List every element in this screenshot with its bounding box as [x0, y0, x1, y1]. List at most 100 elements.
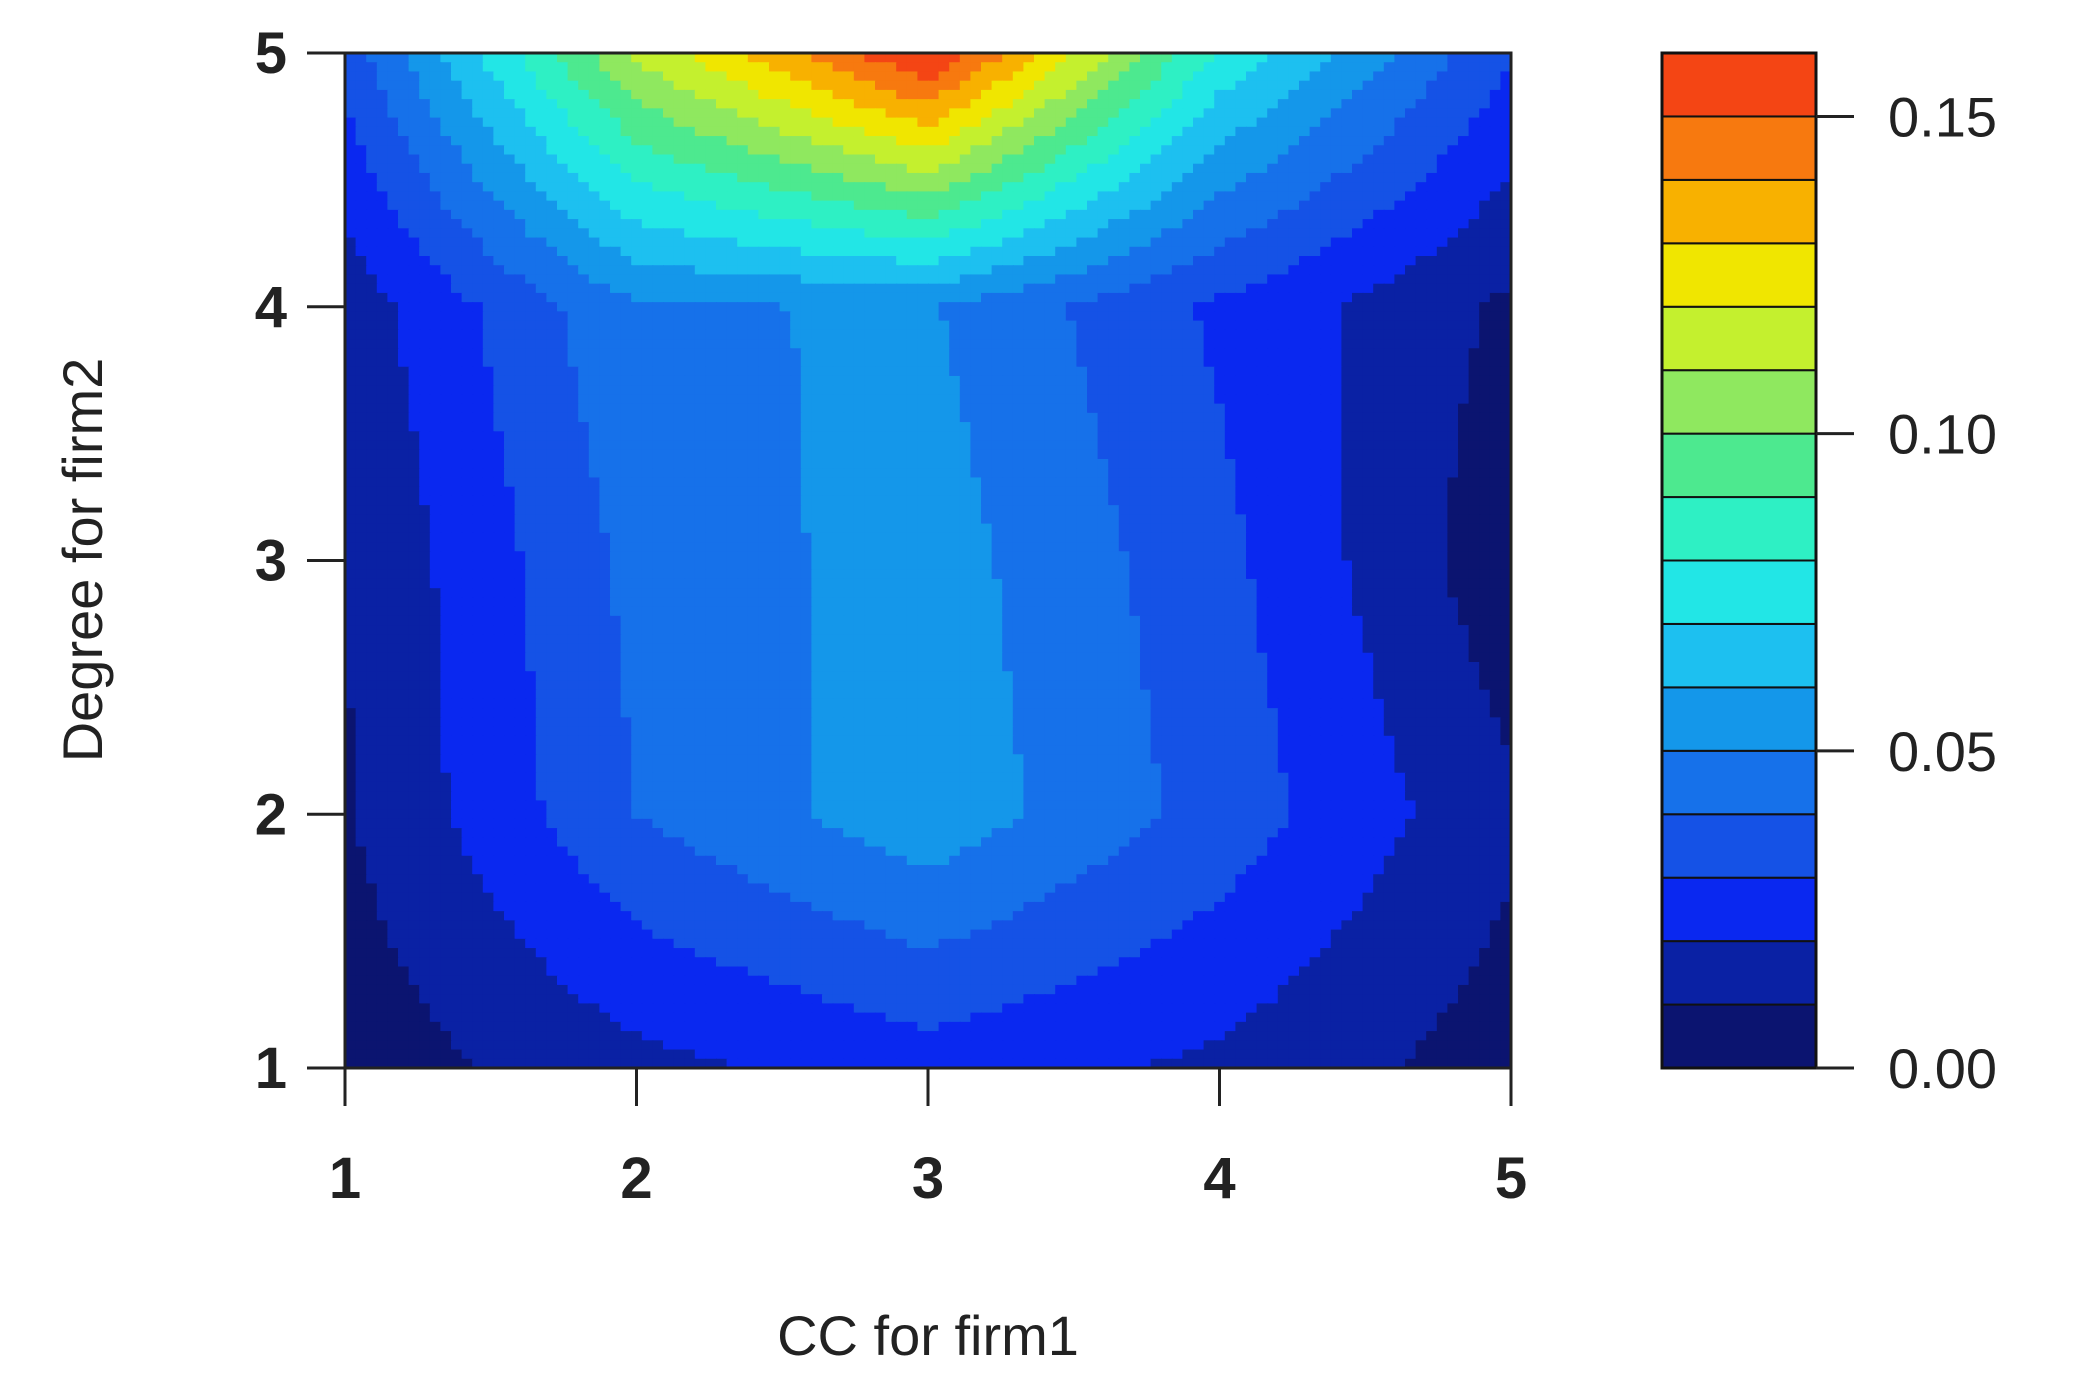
- contour-cell: [1203, 320, 1216, 331]
- contour-cell: [1330, 99, 1343, 110]
- contour-cell: [493, 200, 505, 211]
- contour-cell: [482, 375, 495, 387]
- contour-cell: [1118, 385, 1131, 396]
- contour-cell: [1023, 80, 1035, 91]
- contour-cell: [408, 99, 421, 110]
- contour-cell: [1330, 209, 1343, 220]
- contour-cell: [1458, 71, 1470, 82]
- contour-cell: [1309, 117, 1322, 128]
- contour-cell: [1002, 108, 1014, 119]
- contour-cell: [376, 357, 389, 368]
- contour-cell: [514, 375, 527, 387]
- contour-cell: [1436, 256, 1449, 267]
- contour-cell: [864, 440, 876, 451]
- contour-cell: [832, 459, 845, 470]
- contour-cell: [599, 329, 611, 340]
- contour-cell: [1256, 126, 1269, 137]
- contour-cell: [493, 274, 505, 285]
- contour-cell: [1256, 375, 1269, 387]
- contour-cell: [991, 154, 1004, 165]
- contour-cell: [408, 394, 421, 405]
- contour-cell: [557, 449, 569, 460]
- contour-cell: [684, 311, 696, 322]
- contour-cell: [1224, 412, 1237, 423]
- contour-cell: [578, 246, 590, 257]
- contour-cell: [875, 394, 887, 405]
- contour-cell: [429, 62, 442, 73]
- contour-cell: [599, 274, 611, 285]
- contour-cell: [991, 163, 1004, 174]
- contour-cell: [408, 191, 421, 202]
- contour-cell: [938, 348, 951, 359]
- contour-cell: [1097, 108, 1110, 119]
- contour-cell: [1267, 265, 1279, 276]
- contour-cell: [1235, 265, 1247, 276]
- contour-cell: [779, 62, 792, 73]
- contour-cell: [387, 136, 399, 147]
- contour-cell: [673, 320, 686, 331]
- contour-cell: [663, 99, 675, 110]
- contour-cell: [1203, 256, 1216, 267]
- contour-cell: [1246, 422, 1258, 433]
- contour-cell: [1012, 99, 1025, 110]
- contour-cell: [1108, 163, 1120, 174]
- contour-cell: [387, 339, 399, 350]
- contour-cell: [769, 329, 781, 340]
- contour-cell: [716, 292, 728, 304]
- contour-cell: [959, 246, 972, 257]
- contour-cell: [429, 265, 442, 276]
- contour-cell: [1330, 440, 1343, 451]
- contour-cell: [716, 145, 728, 156]
- contour-cell: [790, 311, 802, 322]
- contour-cell: [1489, 403, 1502, 414]
- contour-cell: [800, 80, 813, 91]
- contour-cell: [970, 320, 982, 331]
- contour-cell: [1161, 163, 1173, 174]
- contour-cell: [1097, 459, 1110, 470]
- contour-cell: [726, 274, 739, 285]
- contour-cell: [1468, 265, 1481, 276]
- contour-cell: [567, 256, 580, 267]
- contour-cell: [864, 449, 876, 460]
- contour-cell: [853, 292, 866, 304]
- contour-cell: [1044, 209, 1057, 220]
- contour-cell: [1108, 99, 1120, 110]
- contour-cell: [1214, 209, 1226, 220]
- contour-cell: [981, 366, 993, 377]
- contour-cell: [525, 237, 537, 248]
- contour-cell: [832, 89, 845, 101]
- contour-cell: [1108, 191, 1120, 202]
- contour-cell: [885, 71, 898, 82]
- contour-cell: [716, 108, 728, 119]
- contour-cell: [970, 209, 982, 220]
- contour-cell: [1267, 62, 1279, 73]
- contour-cell: [1150, 348, 1163, 359]
- contour-cell: [1489, 219, 1502, 230]
- contour-cell: [1193, 440, 1205, 451]
- contour-cell: [1500, 265, 1511, 276]
- contour-cell: [822, 80, 834, 91]
- contour-cell: [1256, 265, 1269, 276]
- contour-cell: [1097, 394, 1110, 405]
- contour-cell: [599, 302, 611, 313]
- contour-cell: [1118, 209, 1131, 220]
- contour-cell: [1373, 108, 1385, 119]
- contour-cell: [419, 126, 431, 137]
- contour-cell: [737, 126, 749, 137]
- contour-cell: [631, 172, 643, 184]
- contour-cell: [1150, 375, 1163, 387]
- contour-cell: [684, 468, 696, 479]
- contour-cell: [1087, 219, 1099, 230]
- contour-cell: [673, 191, 686, 202]
- contour-cell: [482, 449, 495, 460]
- contour-cell: [1320, 431, 1332, 442]
- contour-cell: [1352, 375, 1364, 387]
- contour-cell: [408, 182, 421, 193]
- contour-cell: [641, 62, 654, 73]
- contour-cell: [1468, 117, 1481, 128]
- contour-cell: [398, 403, 410, 414]
- contour-cell: [1500, 209, 1511, 220]
- contour-cell: [1468, 431, 1481, 442]
- contour-cell: [525, 163, 537, 174]
- contour-cell: [1256, 311, 1269, 322]
